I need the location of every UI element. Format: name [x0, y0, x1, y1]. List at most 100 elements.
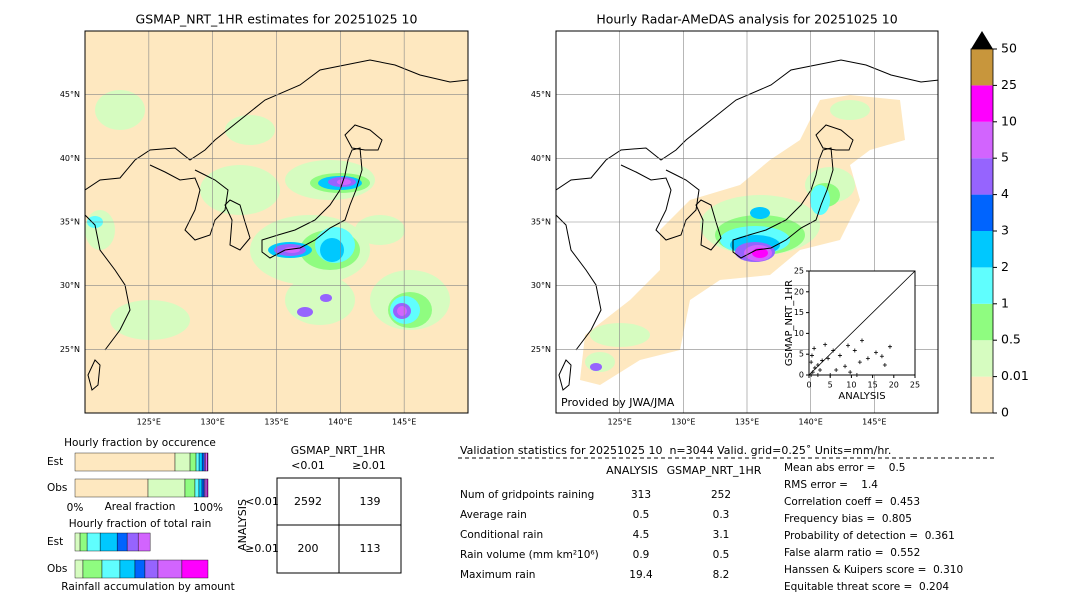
stat-value: 4.5 [633, 529, 650, 541]
colorbar-segment [971, 231, 993, 268]
point [826, 356, 831, 361]
stat-label: Conditional rain [460, 529, 543, 541]
bar-segment [201, 452, 205, 472]
bar-segment [86, 532, 101, 552]
point [887, 344, 892, 349]
point [809, 360, 814, 365]
x-tick-label: 0 [806, 381, 811, 390]
score: Frequency bias = 0.805 [784, 513, 912, 525]
colorbar-segment [971, 340, 993, 377]
y-tick-label: 30°N [60, 281, 80, 290]
map-title: Hourly Radar-AMeDAS analysis for 2025102… [596, 12, 897, 27]
x-tick-label: 15 [868, 381, 878, 390]
stat-value: 252 [711, 489, 731, 501]
colorbar-label: 0.5 [1001, 332, 1021, 347]
table-cell: 139 [360, 495, 381, 508]
stat-value: 0.3 [713, 509, 730, 521]
y-tick-label: 20 [794, 287, 804, 296]
y-tick-label: 40°N [60, 154, 80, 163]
contingency-grid [276, 477, 402, 574]
x-tick-label: 145°E [392, 418, 416, 427]
y-tick-label: 40°N [531, 154, 551, 163]
x-axis-label: ANALYSIS [838, 391, 885, 402]
stat-label: Average rain [460, 509, 527, 521]
x-tick-label: 25 [910, 381, 920, 390]
bar-segment [134, 559, 146, 579]
point [879, 354, 884, 359]
bar-segment [99, 532, 118, 552]
point [812, 365, 817, 370]
stat-value: 0.5 [633, 509, 650, 521]
y-tick-label: 45°N [60, 90, 80, 99]
colorbar-segment [971, 303, 993, 341]
colorbar-label: 0.01 [1001, 368, 1029, 383]
diagonal [808, 270, 916, 376]
y-tick-label: 45°N [531, 90, 551, 99]
row-header: <0.01 [245, 495, 279, 508]
bar-segment [144, 559, 159, 579]
colorbar-segment [971, 85, 993, 122]
point [809, 373, 814, 377]
colorbar-label: 50 [1001, 41, 1017, 56]
x-tick-label: 130°E [671, 418, 695, 427]
colorbar-label: 0 [1001, 405, 1009, 420]
point [852, 348, 857, 353]
y-tick-label: 15 [794, 308, 804, 317]
y-tick-label: 35°N [60, 218, 80, 227]
x-axis-label: Rainfall accumulation by amount [61, 581, 234, 593]
colorbar-label: 25 [1001, 77, 1017, 92]
point [843, 364, 848, 369]
x-tick-label: 125°E [608, 418, 632, 427]
score: Probability of detection = 0.361 [784, 530, 955, 542]
point [837, 353, 842, 358]
column-header: ≥0.01 [352, 459, 386, 472]
point [823, 342, 828, 347]
stat-value: 313 [631, 489, 651, 501]
stat-label: Rain volume (mm km²10⁶) [460, 549, 599, 561]
point [812, 346, 817, 351]
stats-title: Validation statistics for 20251025 10 n=… [460, 444, 891, 457]
table-title: GSMAP_NRT_1HR [291, 444, 386, 457]
bar-segment [119, 559, 136, 579]
point [882, 363, 887, 368]
colorbar-label: 10 [1001, 113, 1017, 128]
point [815, 363, 820, 368]
x-tick-label: 130°E [201, 418, 225, 427]
map-frame [555, 30, 939, 414]
score: Correlation coeff = 0.453 [784, 496, 920, 508]
table-cell: 2592 [294, 495, 322, 508]
category-label: Obs [47, 563, 67, 575]
table-cell: 113 [360, 542, 381, 555]
y-axis-label: GSMAP_NRT_1HR [784, 280, 795, 366]
stat-value: 0.5 [713, 549, 730, 561]
x-tick-label: 5 [828, 381, 833, 390]
category-label: Est [47, 456, 63, 468]
colorbar-segment [971, 267, 993, 304]
bar-segment [82, 559, 103, 579]
score: Equitable threat score = 0.204 [784, 581, 949, 593]
point [818, 368, 823, 373]
column-header: <0.01 [291, 459, 325, 472]
point [834, 368, 839, 373]
score: Mean abs error = 0.5 [784, 462, 905, 474]
point [815, 373, 820, 377]
x-axis-label: Areal fraction [105, 501, 176, 513]
colorbar-label: 2 [1001, 259, 1009, 274]
bar-segment [74, 532, 81, 552]
colorbar-segment [971, 158, 993, 195]
colorbar-segment [971, 376, 993, 413]
stat-label: Num of gridpoints raining [460, 489, 594, 501]
y-tick-label: 35°N [531, 218, 551, 227]
bar-segment [201, 478, 205, 498]
bar-segment [74, 478, 149, 498]
bar-segment [74, 559, 84, 579]
point [854, 373, 859, 377]
bar-segment [101, 559, 121, 579]
bar-segment [74, 452, 176, 472]
row-title: ANALYSIS [236, 499, 249, 551]
stat-value: 8.2 [713, 569, 730, 581]
colorbar-extend [971, 31, 993, 49]
bar-segment [204, 478, 208, 498]
point [831, 348, 836, 353]
stat-value: 19.4 [629, 569, 653, 581]
